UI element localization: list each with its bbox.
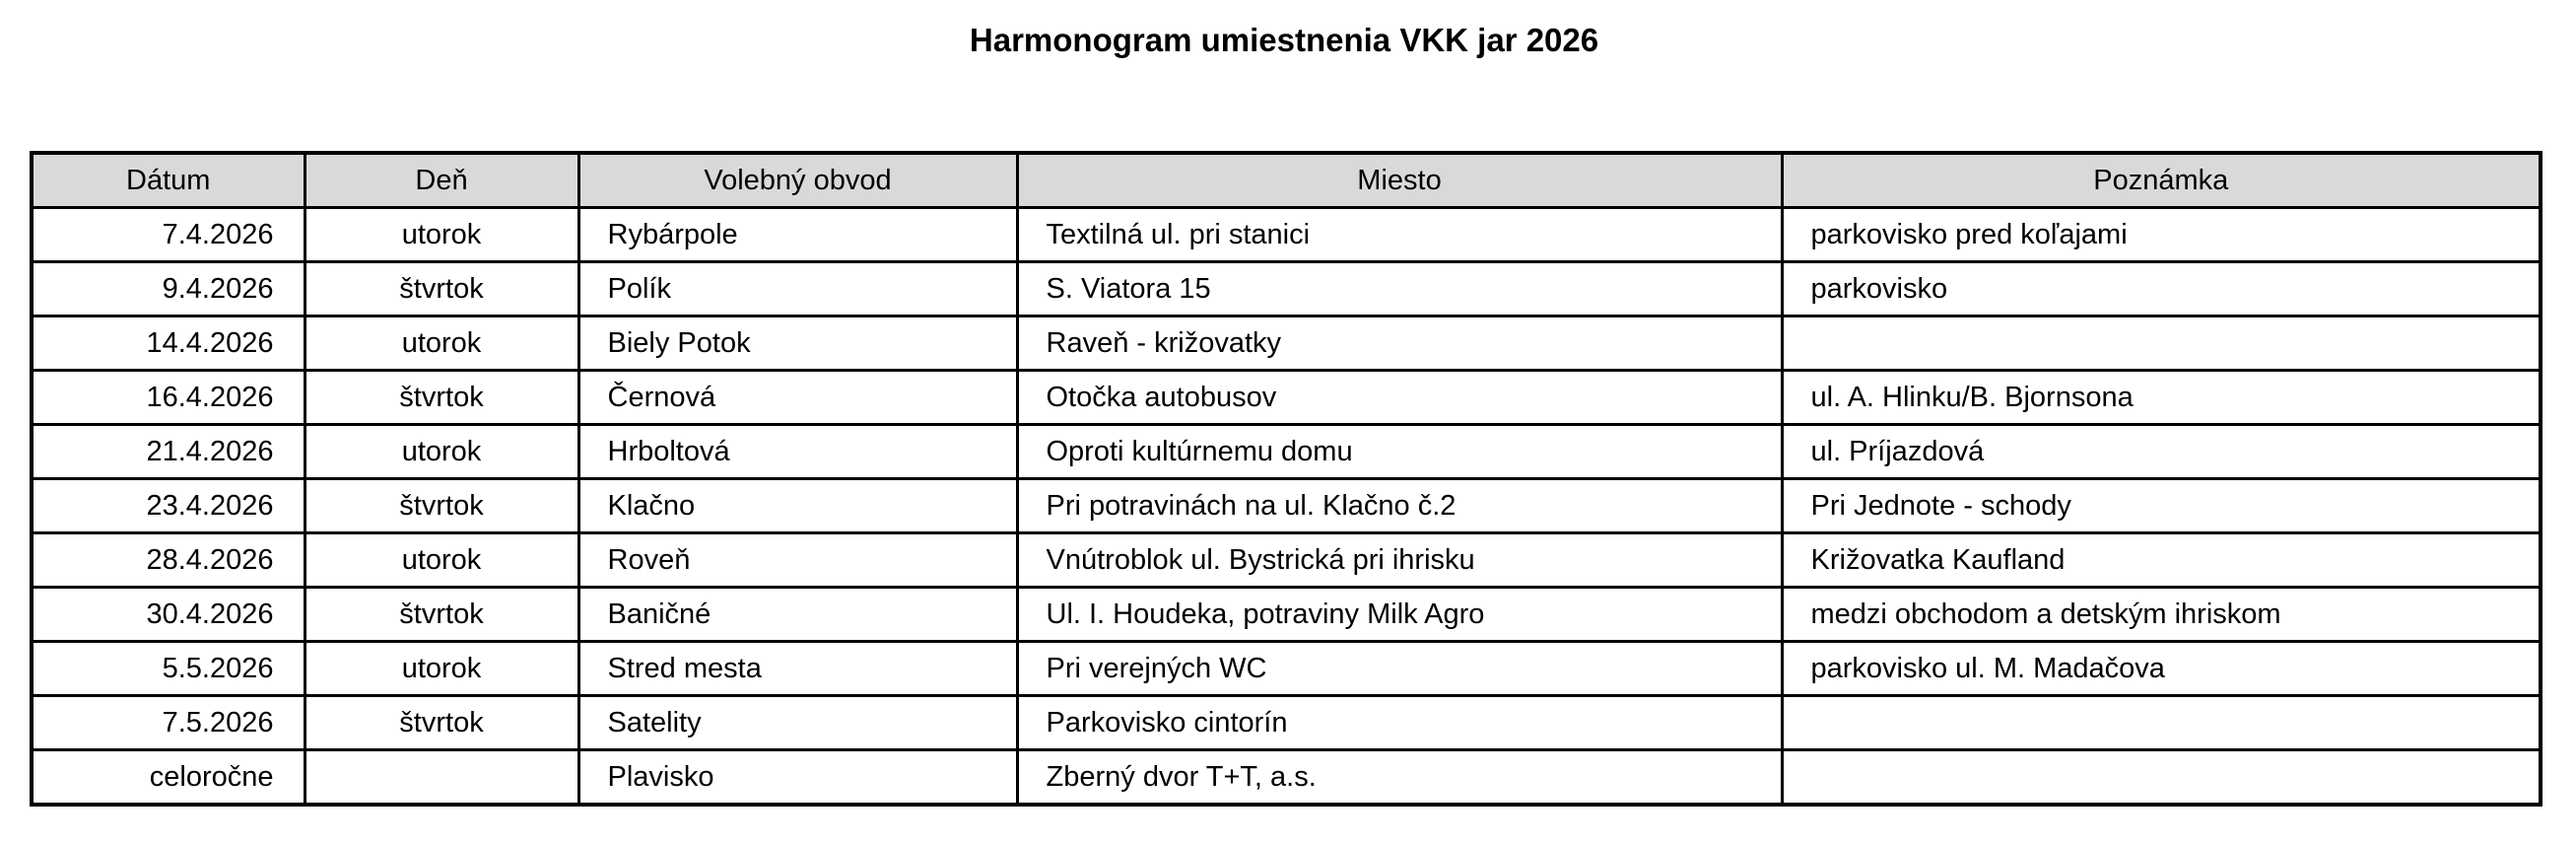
table-cell: 21.4.2026: [30, 423, 306, 480]
page-title: Harmonogram umiestnenia VKK jar 2026: [969, 22, 1599, 58]
table-cell: Biely Potok: [576, 315, 1019, 372]
table-cell: ul. A. Hlinku/B. Bjornsona: [1780, 369, 2542, 426]
table-cell: 7.4.2026: [30, 206, 306, 263]
table-cell: Raveň - križovatky: [1015, 315, 1784, 372]
table-row: 28.4.2026 utorok Roveň Vnútroblok ul. Bystr…: [30, 531, 2542, 589]
table-cell: [303, 748, 580, 807]
table-cell: Križovatka Kaufland: [1780, 531, 2542, 589]
table-cell: Textilná ul. pri stanici: [1015, 206, 1784, 263]
table-cell: ul. Príjazdová: [1780, 423, 2542, 480]
column-header: Miesto: [1015, 151, 1784, 209]
table-cell: utorok: [303, 206, 580, 263]
schedule-table: Dátum Deň Volebný obvod Miesto Poznámka 7.4.…: [30, 151, 2542, 807]
table-cell: 9.4.2026: [30, 260, 306, 317]
table-cell: [1780, 748, 2542, 807]
table-cell: štvrtok: [303, 586, 580, 643]
table-row: 16.4.2026 štvrtok Černová Otočka autobusov u…: [30, 369, 2542, 426]
table-cell: Polík: [576, 260, 1019, 317]
table-cell: Roveň: [576, 531, 1019, 589]
table-row: 9.4.2026 štvrtok Polík S. Viatora 15 parkovi…: [30, 260, 2542, 317]
table-row: 7.5.2026 štvrtok Satelity Parkovisko cintor…: [30, 694, 2542, 751]
table-cell: Baničné: [576, 586, 1019, 643]
table-cell: 23.4.2026: [30, 477, 306, 534]
table-cell: utorok: [303, 315, 580, 372]
column-header: Dátum: [30, 151, 306, 209]
table-cell: štvrtok: [303, 369, 580, 426]
table-cell: Otočka autobusov: [1015, 369, 1784, 426]
table-cell: Černová: [576, 369, 1019, 426]
table-cell: 14.4.2026: [30, 315, 306, 372]
column-header: Deň: [303, 151, 580, 209]
table-cell: [1780, 694, 2542, 751]
table-cell: Pri verejných WC: [1015, 640, 1784, 697]
table-cell: S. Viatora 15: [1015, 260, 1784, 317]
table-cell: Parkovisko cintorín: [1015, 694, 1784, 751]
table-cell: parkovisko ul. M. Madačova: [1780, 640, 2542, 697]
table-cell: Klačno: [576, 477, 1019, 534]
table-cell: Satelity: [576, 694, 1019, 751]
table-cell: [1780, 315, 2542, 372]
table-cell: utorok: [303, 423, 580, 480]
table-cell: utorok: [303, 531, 580, 589]
table-row: 30.4.2026 štvrtok Baničné Ul. I. Houdeka, p…: [30, 586, 2542, 643]
table-cell: Oproti kultúrnemu domu: [1015, 423, 1784, 480]
table-row: 5.5.2026 utorok Stred mesta Pri verejných W…: [30, 640, 2542, 697]
table-row: 21.4.2026 utorok Hrboltová Oproti kultúrnem…: [30, 423, 2542, 480]
table-cell: štvrtok: [303, 260, 580, 317]
table-cell: Pri potravinách na ul. Klačno č.2: [1015, 477, 1784, 534]
table-cell: Vnútroblok ul. Bystrická pri ihrisku: [1015, 531, 1784, 589]
column-header: Volebný obvod: [576, 151, 1019, 209]
table-cell: 5.5.2026: [30, 640, 306, 697]
table-cell: parkovisko pred koľajami: [1780, 206, 2542, 263]
table-cell: Hrboltová: [576, 423, 1019, 480]
table-cell: Rybárpole: [576, 206, 1019, 263]
table-row: 7.4.2026 utorok Rybárpole Textilná ul. pri …: [30, 206, 2542, 263]
table-cell: 28.4.2026: [30, 531, 306, 589]
table-cell: štvrtok: [303, 694, 580, 751]
table-cell: utorok: [303, 640, 580, 697]
table-cell: 30.4.2026: [30, 586, 306, 643]
table-cell: parkovisko: [1780, 260, 2542, 317]
table-header-row: Dátum Deň Volebný obvod Miesto Poznámka: [30, 151, 2542, 209]
table-cell: Zberný dvor T+T, a.s.: [1015, 748, 1784, 807]
table-row: 14.4.2026 utorok Biely Potok Raveň - križov…: [30, 315, 2542, 372]
table-cell: Stred mesta: [576, 640, 1019, 697]
table-cell: celoročne: [30, 748, 306, 807]
table-cell: medzi obchodom a detským ihriskom: [1780, 586, 2542, 643]
table-cell: 16.4.2026: [30, 369, 306, 426]
table-cell: 7.5.2026: [30, 694, 306, 751]
column-header: Poznámka: [1780, 151, 2542, 209]
table-cell: Ul. I. Houdeka, potraviny Milk Agro: [1015, 586, 1784, 643]
table-row: celoročne Plavisko Zberný dvor T+T, a.s.: [30, 748, 2542, 807]
table-row: 23.4.2026 štvrtok Klačno Pri potravinách na…: [30, 477, 2542, 534]
table-cell: Pri Jednote - schody: [1780, 477, 2542, 534]
table-cell: Plavisko: [576, 748, 1019, 807]
table-body: 7.4.2026 utorok Rybárpole Textilná ul. pri …: [30, 206, 2542, 807]
table-cell: štvrtok: [303, 477, 580, 534]
